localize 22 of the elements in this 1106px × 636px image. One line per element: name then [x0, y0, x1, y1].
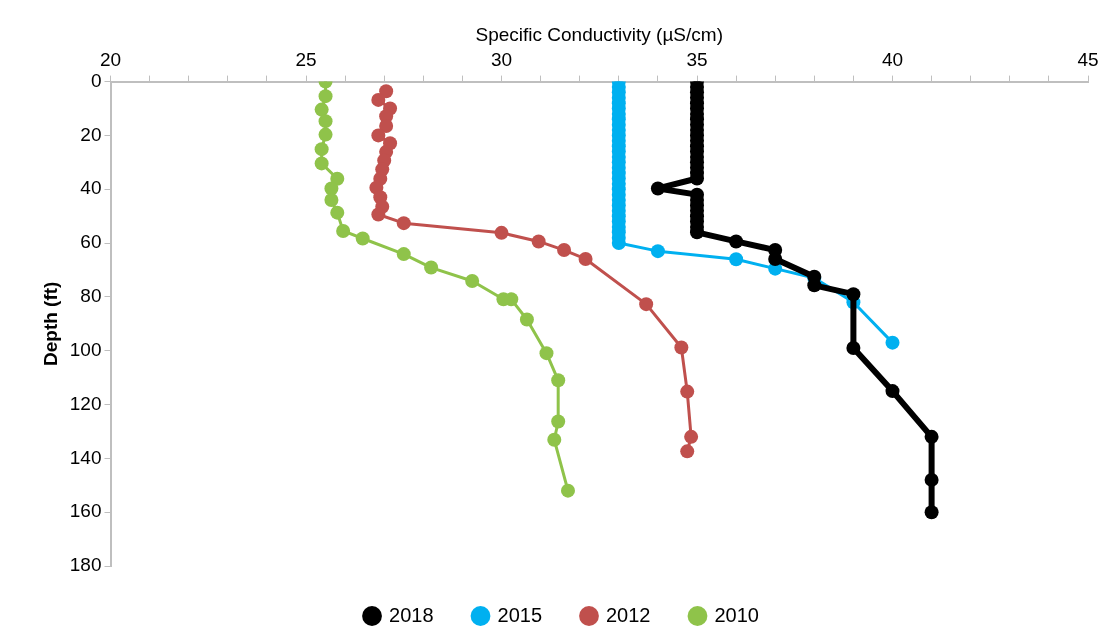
legend-label: 2018 — [389, 603, 434, 626]
x-tick-label: 30 — [490, 49, 513, 71]
legend-label: 2012 — [606, 603, 651, 626]
y-tick-label: 140 — [69, 446, 102, 468]
legend-label: 2010 — [714, 603, 759, 626]
y-tick-label: 0 — [90, 69, 102, 91]
y-tick-label: 80 — [80, 285, 102, 307]
x-tick-label: 20 — [99, 49, 122, 71]
y-tick-label: 160 — [69, 500, 102, 522]
y-tick-label: 120 — [69, 392, 102, 414]
y-tick-label: 180 — [69, 554, 102, 576]
x-tick-label: 25 — [295, 49, 317, 71]
y-axis-title: Depth (ft) — [39, 281, 61, 367]
legend-label: 2015 — [497, 603, 543, 626]
y-tick-label: 100 — [69, 338, 102, 360]
y-tick-label: 40 — [80, 177, 102, 199]
y-tick-label: 20 — [80, 123, 102, 145]
x-tick-label: 35 — [686, 49, 708, 71]
x-tick-label: 45 — [1077, 49, 1099, 71]
x-axis-title: Specific Conductivity (µS/cm) — [475, 23, 723, 45]
y-tick-label: 60 — [80, 231, 102, 253]
x-tick-label: 40 — [881, 49, 904, 71]
